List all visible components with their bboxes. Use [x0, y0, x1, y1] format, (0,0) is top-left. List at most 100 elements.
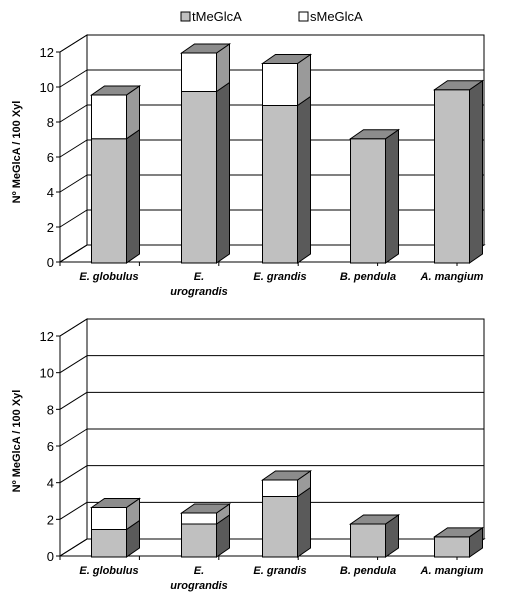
- bar-stack: [348, 514, 401, 558]
- bar-stack: [432, 526, 485, 558]
- legend-label: tMeGlcA: [192, 9, 242, 24]
- bar-sMeGlcA: [91, 507, 127, 530]
- category-label: E. globulus: [79, 565, 138, 577]
- gridline-diagonal: [59, 104, 88, 123]
- bar-sMeGlcA: [181, 52, 217, 92]
- category-label-line: E. grandis: [253, 271, 306, 283]
- bar-stack: [89, 497, 142, 558]
- category-label: E. grandis: [253, 271, 306, 283]
- gridline-diagonal: [59, 355, 88, 374]
- bar-side-tMeGlcA: [126, 128, 140, 264]
- bar-sMeGlcA: [262, 63, 298, 106]
- y-tick-label: 12: [40, 329, 54, 344]
- bar-side-tMeGlcA: [385, 128, 399, 264]
- bar-stack: [432, 79, 485, 264]
- bar-top: [179, 43, 232, 54]
- gridline-diagonal: [59, 209, 88, 228]
- category-label-line: urograndis: [170, 580, 227, 592]
- bar-sMeGlcA: [181, 512, 217, 525]
- y-tick-label: 8: [47, 115, 54, 130]
- gridline-diagonal: [59, 428, 88, 447]
- bar-top: [89, 85, 142, 96]
- y-tick-label: 4: [47, 185, 54, 200]
- y-tick-label: 0: [47, 255, 54, 270]
- bar-top: [432, 80, 485, 91]
- category-label: E. grandis: [253, 565, 306, 577]
- bar-tMeGlcA: [434, 89, 470, 264]
- bar-stack: [179, 43, 232, 264]
- category-label-line: urograndis: [170, 286, 227, 298]
- category-label-line: E. globulus: [79, 565, 138, 577]
- bar-side-tMeGlcA: [297, 486, 311, 558]
- y-tick-label: 6: [47, 439, 54, 454]
- category-label: E. urograndis: [170, 271, 227, 298]
- legend: tMeGlcA sMeGlcA: [180, 9, 363, 24]
- legend-label: sMeGlcA: [310, 9, 363, 24]
- category-label: E. urograndis: [170, 565, 227, 592]
- bar-stack: [89, 85, 142, 264]
- y-tick-label: 2: [47, 220, 54, 235]
- bar-tMeGlcA: [91, 529, 127, 558]
- y-tick-label: 4: [47, 476, 54, 491]
- y-tick-label: 2: [47, 512, 54, 527]
- bar-stack: [260, 53, 313, 264]
- bar-stack: [260, 470, 313, 558]
- y-tick-label: 0: [47, 549, 54, 564]
- category-label: B. pendula: [340, 565, 396, 577]
- category-label: A. mangium: [420, 565, 484, 577]
- category-label: B. pendula: [340, 271, 396, 283]
- y-axis-title: Nº MeGlcA / 100 Xyl: [11, 101, 23, 204]
- category-label-line: E.: [194, 271, 204, 283]
- gridline-diagonal: [59, 244, 88, 263]
- bar-top: [432, 527, 485, 538]
- bar-top: [179, 503, 232, 514]
- bar-side-tMeGlcA: [469, 79, 483, 264]
- legend-swatch: [298, 11, 309, 22]
- gridline-diagonal: [59, 465, 88, 484]
- gridline-diagonal: [59, 139, 88, 158]
- bar-top: [348, 514, 401, 525]
- bar-top: [260, 54, 313, 64]
- category-label-line: A. mangium: [420, 271, 484, 283]
- y-tick-label: 6: [47, 150, 54, 165]
- category-label-line: E. grandis: [253, 565, 306, 577]
- category-label-line: E.: [194, 565, 204, 577]
- gridline-diagonal: [59, 538, 88, 557]
- bar-top: [89, 498, 142, 508]
- bar-side-tMeGlcA: [216, 81, 230, 264]
- y-axis-title: Nº MeGlcA / 100 Xyl: [11, 390, 23, 493]
- y-tick-label: 10: [40, 80, 54, 95]
- bar-tMeGlcA: [434, 536, 470, 558]
- legend-swatch: [180, 11, 191, 22]
- gridline-diagonal: [59, 34, 88, 53]
- bar-sMeGlcA: [262, 479, 298, 497]
- gridline-diagonal: [59, 318, 88, 337]
- bar-tMeGlcA: [91, 138, 127, 264]
- category-label: E. globulus: [79, 271, 138, 283]
- gridline-diagonal: [59, 391, 88, 410]
- bar-sMeGlcA: [91, 94, 127, 140]
- bar-stack: [179, 503, 232, 558]
- bar-top: [348, 129, 401, 140]
- gridline-diagonal: [59, 174, 88, 193]
- bar-tMeGlcA: [262, 496, 298, 558]
- gridline-diagonal: [59, 69, 88, 88]
- bar-top: [260, 470, 313, 481]
- category-label-line: E. globulus: [79, 271, 138, 283]
- bar-stack: [348, 128, 401, 264]
- chart-panel: 0 2 4 6 8 10 12 E. globulus E. urograndis E. grand…: [11, 34, 486, 298]
- category-label: A. mangium: [420, 271, 484, 283]
- gridline-diagonal: [59, 501, 88, 520]
- bar-side-tMeGlcA: [297, 95, 311, 264]
- category-label-line: B. pendula: [340, 565, 396, 577]
- bar-tMeGlcA: [350, 523, 386, 558]
- category-label-line: B. pendula: [340, 271, 396, 283]
- legend-item: sMeGlcA: [298, 9, 363, 24]
- y-tick-label: 12: [40, 45, 54, 60]
- bar-tMeGlcA: [350, 138, 386, 264]
- y-tick-label: 8: [47, 402, 54, 417]
- bar-tMeGlcA: [181, 523, 217, 558]
- category-label-line: A. mangium: [420, 565, 484, 577]
